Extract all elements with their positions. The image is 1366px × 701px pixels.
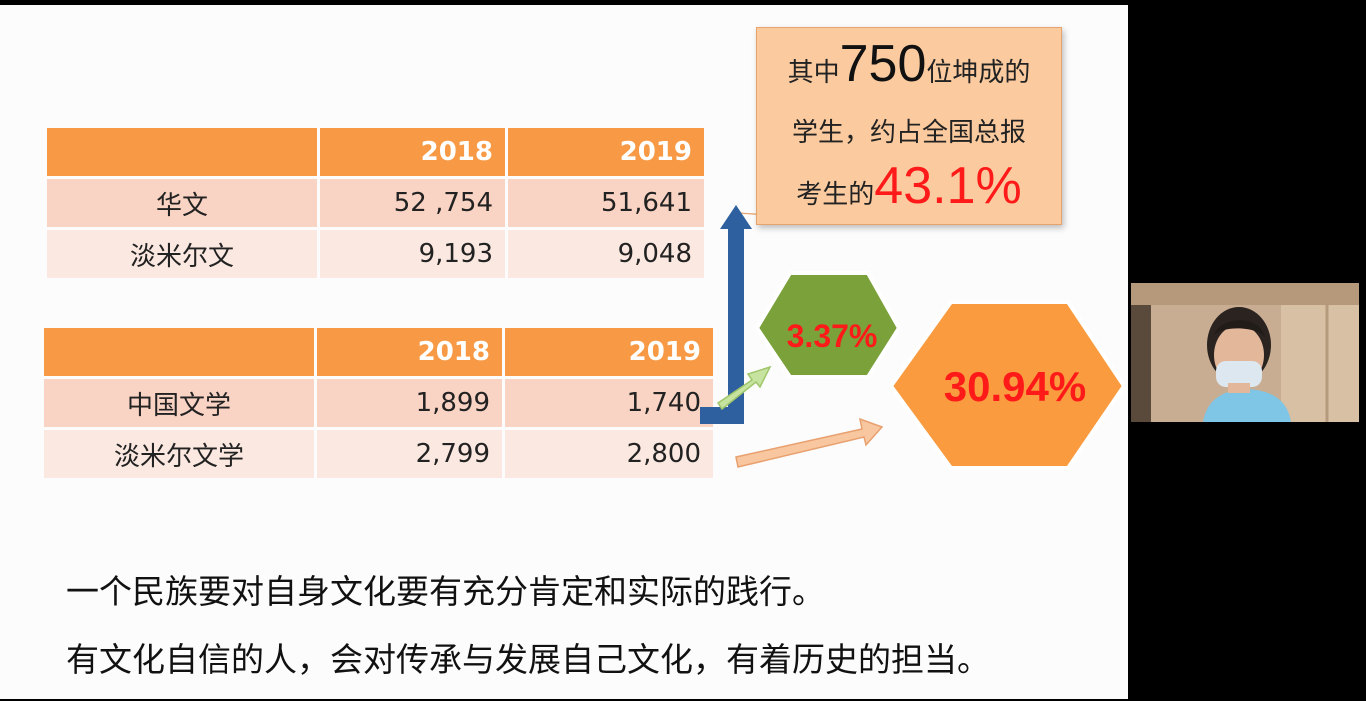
callout-prefix: 其中 bbox=[787, 58, 840, 88]
language-table: 2018 2019 华文 52 ,754 51,641 淡米尔文 9,193 9… bbox=[47, 128, 704, 278]
green-hexagon bbox=[754, 271, 902, 379]
callout-box: 其中750位坤成的 学生，约占全国总报 考生的43.1% bbox=[756, 27, 1062, 225]
cell-2019: 9,048 bbox=[505, 227, 704, 278]
statement-line-2: 有文化自信的人，会对传承与发展自己文化，有着历史的担当。 bbox=[66, 640, 990, 679]
callout-suffix: 位坤成的 bbox=[926, 58, 1031, 88]
cell-2018: 1,899 bbox=[314, 376, 502, 427]
cell-2018: 2,799 bbox=[314, 427, 502, 478]
row-label: 淡米尔文 bbox=[47, 227, 317, 278]
orange-hexagon-value: 30.94% bbox=[943, 363, 1087, 410]
presenter-webcam bbox=[1131, 283, 1359, 422]
callout-line-2: 学生，约占全国总报 bbox=[791, 118, 1026, 148]
row-label: 淡米尔文学 bbox=[44, 427, 314, 478]
callout-line3-prefix: 考生的 bbox=[796, 180, 875, 210]
callout-line-3: 考生的43.1% bbox=[757, 156, 1061, 216]
table-header-row: 2018 2019 bbox=[47, 128, 704, 176]
table-row: 华文 52 ,754 51,641 bbox=[47, 176, 704, 227]
statement-line-1: 一个民族要对自身文化要有充分肯定和实际的践行。 bbox=[66, 572, 825, 611]
header-cell-empty bbox=[44, 328, 314, 376]
cell-2019: 2,800 bbox=[502, 427, 713, 478]
row-label: 华文 bbox=[47, 176, 317, 227]
callout-percent: 43.1% bbox=[874, 157, 1022, 215]
callout-number: 750 bbox=[839, 35, 927, 93]
presentation-slide: 2018 2019 华文 52 ,754 51,641 淡米尔文 9,193 9… bbox=[0, 5, 1128, 699]
table-row: 中国文学 1,899 1,740 bbox=[44, 376, 713, 427]
literature-table: 2018 2019 中国文学 1,899 1,740 淡米尔文学 2,799 2… bbox=[44, 328, 713, 478]
header-cell-2018: 2018 bbox=[314, 328, 502, 376]
row-label: 中国文学 bbox=[44, 376, 314, 427]
blue-up-arrow bbox=[700, 205, 752, 424]
header-cell-2018: 2018 bbox=[317, 128, 505, 176]
cell-2018: 9,193 bbox=[317, 227, 505, 278]
orange-arrow bbox=[735, 417, 884, 468]
green-hexagon-value: 3.37% bbox=[786, 318, 878, 354]
green-arrow bbox=[716, 365, 772, 411]
table-row: 淡米尔文学 2,799 2,800 bbox=[44, 427, 713, 478]
orange-hexagon bbox=[888, 300, 1127, 470]
header-cell-2019: 2019 bbox=[505, 128, 704, 176]
cell-2019: 1,740 bbox=[502, 376, 713, 427]
arrows-and-hexagons bbox=[700, 205, 1127, 470]
cell-2019: 51,641 bbox=[505, 176, 704, 227]
cell-2018: 52 ,754 bbox=[317, 176, 505, 227]
callout-line-1: 其中750位坤成的 bbox=[757, 34, 1061, 94]
table-row: 淡米尔文 9,193 9,048 bbox=[47, 227, 704, 278]
header-cell-2019: 2019 bbox=[502, 328, 713, 376]
presenter-video-icon bbox=[1131, 283, 1359, 422]
table-header-row: 2018 2019 bbox=[44, 328, 713, 376]
header-cell-empty bbox=[47, 128, 317, 176]
